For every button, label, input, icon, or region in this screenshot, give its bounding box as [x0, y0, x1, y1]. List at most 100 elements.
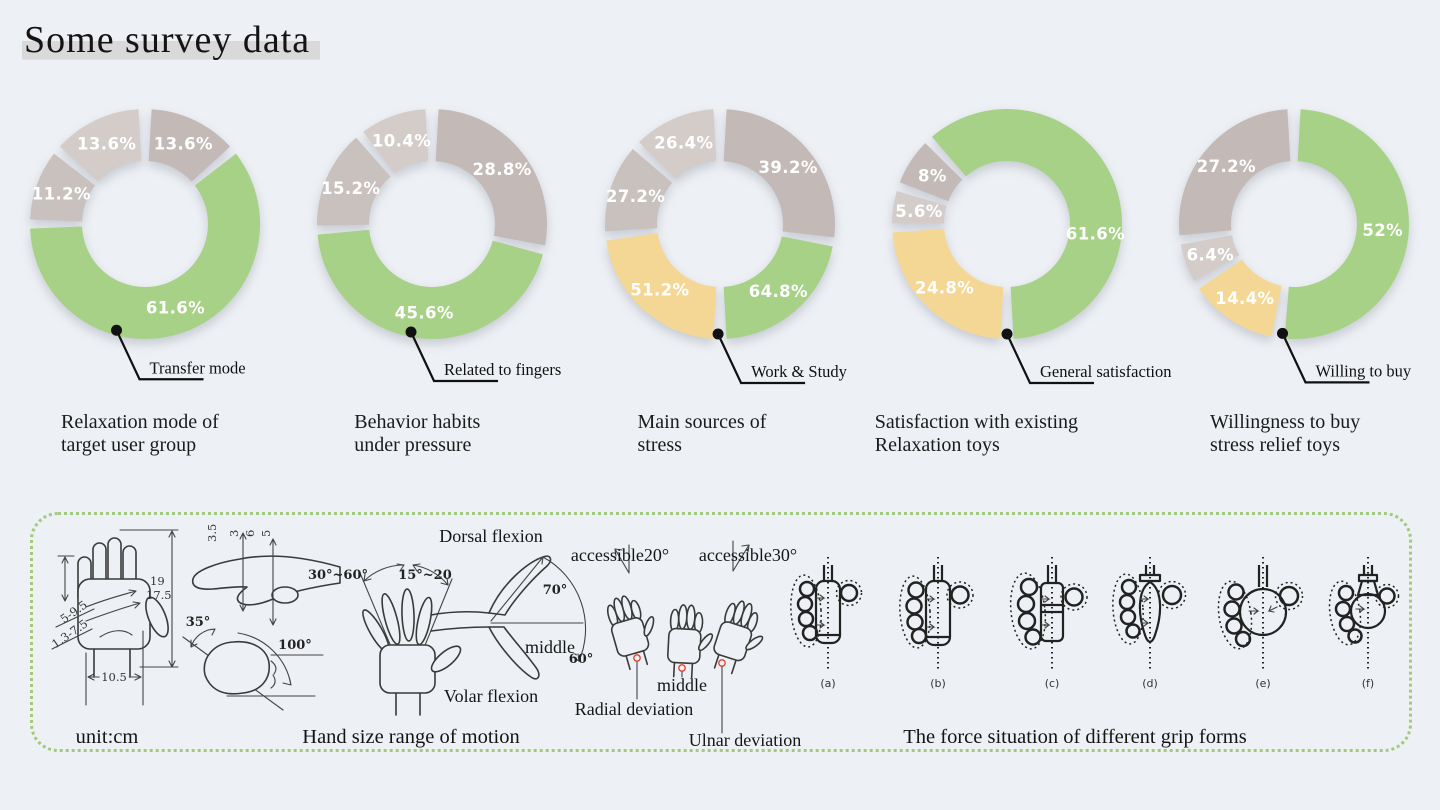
donut-segment — [363, 109, 429, 174]
donut-chart-behavior-habits: 28.8% 45.6% 15.2% 10.4% Related to fingers B… — [290, 96, 575, 457]
donut-segment — [1180, 235, 1240, 281]
caption-line: target user group — [61, 434, 197, 457]
donut-segment — [30, 153, 96, 222]
callout-label: Work & Study — [751, 362, 848, 381]
callout-dot — [111, 324, 123, 336]
callout-label: Related to fingers — [444, 360, 561, 379]
segment-percent-label: 13.6% — [154, 135, 213, 154]
measurement-label: 5 — [259, 530, 273, 537]
segment-percent-label: 11.2% — [32, 185, 91, 204]
grip-form-e: (e) — [1217, 557, 1304, 690]
grip-form-f: (f) — [1328, 557, 1400, 690]
segment-percent-label: 6.4% — [1187, 245, 1234, 264]
donut-segment — [1179, 109, 1291, 236]
donut-segment — [30, 153, 260, 339]
grip-label: (d) — [1142, 677, 1158, 690]
angle-label: 70° — [543, 583, 568, 598]
donut-segment — [931, 108, 1122, 339]
grip-label: (a) — [820, 677, 835, 690]
donut-chart-relaxation-mode: 13.6% 61.6% 11.2% 13.6% Transfer mode Relaxa… — [3, 96, 288, 457]
donut-segment — [891, 190, 947, 224]
angle-label: 15°~20 — [398, 568, 452, 583]
donut-svg-relaxation-mode: 13.6% 61.6% 11.2% 13.6% Transfer mode — [30, 109, 260, 381]
caption-line: Main sources of — [637, 411, 767, 433]
motion-caption: Hand size range of motion — [302, 726, 519, 748]
hand-research-panel: 19 17.5 5-9.5 1.3-7.5 10.5 unit:cm 3.5 3… — [30, 512, 1412, 752]
flexion-label: middle — [525, 637, 575, 657]
grip-form-a: (a) — [790, 557, 863, 690]
segment-percent-label: 61.6% — [146, 299, 205, 318]
segment-percent-label: 64.8% — [748, 282, 807, 301]
callout-line — [115, 329, 204, 381]
accessible-label: accessible30° — [699, 545, 797, 565]
segment-percent-label: 5.6% — [895, 202, 942, 221]
donut-segment — [1198, 259, 1282, 337]
segment-percent-label: 8% — [918, 167, 947, 186]
deviation-label: Ulnar deviation — [689, 730, 801, 750]
segment-percent-label: 51.2% — [630, 281, 689, 300]
donut-segment — [148, 109, 231, 182]
segment-percent-label: 10.4% — [372, 131, 431, 150]
donut-segment — [1284, 109, 1410, 340]
angle-label: 100° — [278, 638, 312, 653]
donut-ring — [317, 109, 548, 339]
angle-label: 60° — [569, 652, 594, 667]
donut-svg-willingness: 52% 14.4% 6.4% 27.2% Willing to buy — [1179, 109, 1412, 384]
donut-segment — [892, 228, 1004, 339]
deviation-label: Radial deviation — [575, 699, 693, 719]
unit-caption: unit:cm — [76, 726, 139, 748]
donut-segment — [723, 109, 835, 238]
callout-line — [716, 333, 805, 385]
caption-line: stress — [637, 434, 682, 457]
donut-segment — [435, 109, 548, 246]
donut-ring — [30, 109, 260, 339]
segment-percent-label: 45.6% — [395, 304, 454, 323]
donut-ring — [891, 108, 1122, 339]
segment-percent-label: 24.8% — [915, 278, 974, 297]
deviation-label: middle — [657, 675, 707, 695]
measurement-label: 6 — [243, 530, 257, 537]
segment-percent-label: 27.2% — [1197, 157, 1256, 176]
donut-segment — [59, 109, 142, 182]
caption-line: stress relief toys — [1210, 434, 1340, 457]
grip-caption: The force situation of different grip fo… — [903, 726, 1246, 748]
donut-segment — [638, 109, 716, 180]
flexion-label: Volar flexion — [444, 686, 538, 706]
grip-form-d: (d) — [1112, 557, 1187, 690]
donut-ring — [1179, 109, 1410, 340]
callout-dot — [405, 326, 417, 338]
callout-line — [1281, 332, 1370, 384]
caption-line: under pressure — [354, 434, 472, 457]
donut-chart-willingness: 52% 14.4% 6.4% 27.2% Willing to buy Willingn… — [1152, 96, 1437, 457]
grip-form-c: (c) — [1009, 557, 1088, 690]
spread-hand-diagram: 30°~60° 15°~20 — [308, 563, 462, 716]
hand-research-figure: 19 17.5 5-9.5 1.3-7.5 10.5 unit:cm 3.5 3… — [49, 524, 1400, 750]
segment-percent-label: 28.8% — [473, 160, 532, 179]
caption-line: Relaxation mode of — [61, 411, 219, 433]
donut-segment — [899, 143, 962, 202]
grip-form-b: (b) — [899, 557, 974, 690]
donut-chart-satisfaction: 61.6% 24.8% 5.6% 8% General satisfaction Sat… — [865, 96, 1171, 457]
donut-segment — [317, 137, 391, 226]
flexion-label: Dorsal flexion — [439, 526, 542, 546]
callout-label: Willing to buy — [1316, 361, 1412, 380]
chart-caption: Willingness to buy stress relief toys — [1210, 411, 1437, 457]
caption-line: Satisfaction with existing — [874, 411, 1079, 433]
segment-percent-label: 15.2% — [321, 179, 380, 198]
donut-chart-stress-sources: 39.2% 64.8% 51.2% 27.2% 26.4% Work & Study Ma… — [578, 96, 863, 457]
palm-measurement-diagram: 19 17.5 5-9.5 1.3-7.5 10.5 — [49, 529, 179, 706]
donut-segment — [317, 229, 544, 339]
caption-line: Behavior habits — [354, 411, 481, 433]
page-title: Some survey data — [22, 18, 321, 62]
chart-caption: Main sources of stress — [638, 411, 863, 457]
charts-row: 13.6% 61.6% 11.2% 13.6% Transfer mode Relaxa… — [3, 96, 1437, 457]
grip-label: (f) — [1362, 677, 1374, 690]
grip-label: (e) — [1255, 677, 1270, 690]
wrist-deviation-diagram: accessible20° accessible30° middle Radia… — [571, 540, 801, 750]
grip-label: (c) — [1045, 677, 1060, 690]
callout-dot — [1277, 327, 1289, 339]
chart-caption: Behavior habits under pressure — [354, 411, 575, 457]
caption-line: Willingness to buy — [1210, 411, 1361, 433]
callout-dot — [1001, 328, 1013, 340]
callout-dot — [712, 328, 724, 340]
